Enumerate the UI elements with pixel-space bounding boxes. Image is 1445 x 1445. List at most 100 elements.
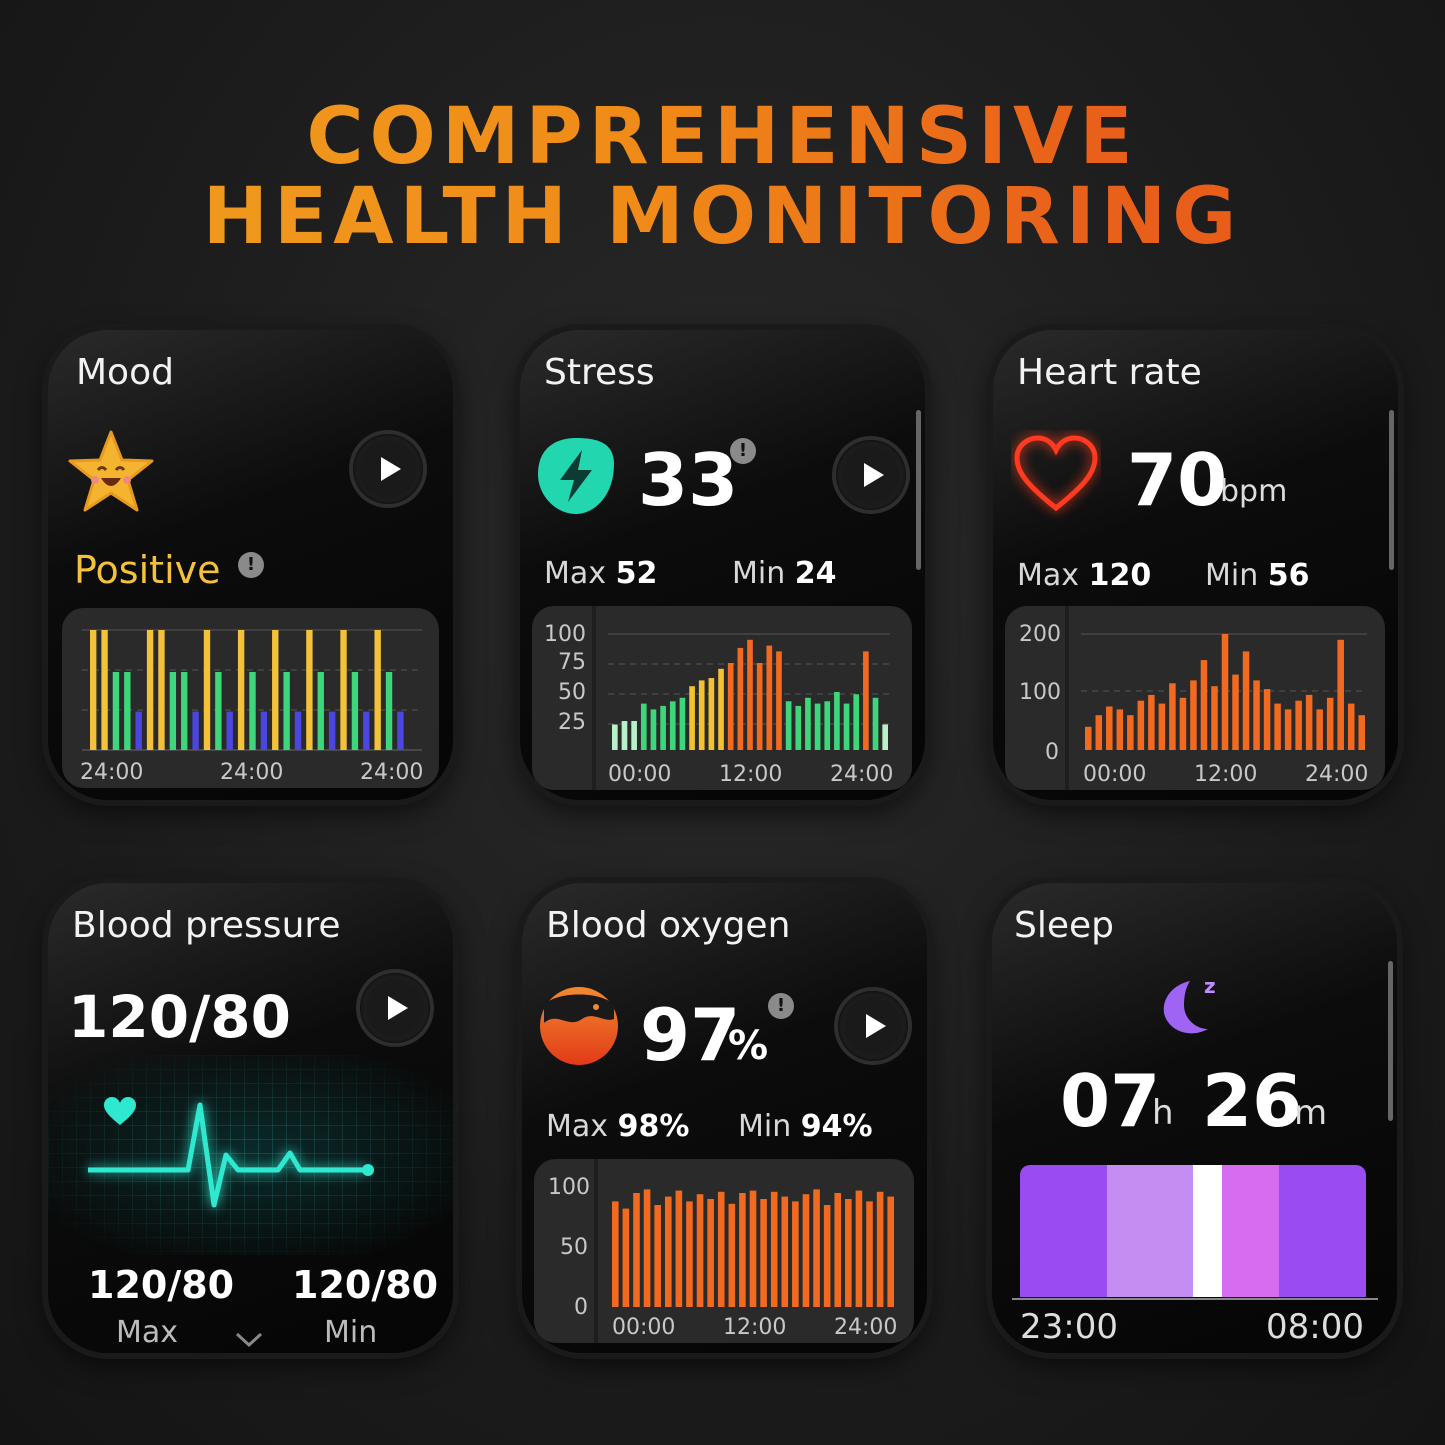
heart-rate-value: 70: [1127, 438, 1228, 522]
heart-bar: [1085, 726, 1092, 750]
stress-play-button[interactable]: [836, 440, 906, 510]
mood-bar: [351, 672, 359, 750]
blood-pressure-card[interactable]: Blood pressure 120/80 120/80 Max 120/80 …: [48, 883, 453, 1353]
mood-bar: [397, 711, 404, 750]
bp-play-button[interactable]: [360, 973, 430, 1043]
hero-title-line1: COMPREHENSIVE: [0, 92, 1445, 182]
sleep-segment-deep: [1020, 1165, 1107, 1297]
bp-min-value: 120/80: [292, 1263, 439, 1307]
oxygen-bar: [845, 1199, 852, 1307]
heart-bar: [1200, 660, 1208, 750]
moon-icon: z: [1163, 974, 1216, 1034]
oxygen-min: Min 94%: [738, 1109, 873, 1144]
bp-heart-icon: [104, 1097, 136, 1125]
stress-min: Min 24: [732, 556, 837, 591]
heart-x-tick-3: 24:00: [1305, 762, 1369, 787]
oxygen-play-button[interactable]: [838, 991, 908, 1061]
play-icon: [381, 457, 401, 481]
heart-bar: [1326, 697, 1334, 750]
heart-icon: [1014, 435, 1098, 512]
mood-x-tick-3: 24:00: [360, 760, 424, 785]
oxygen-bar: [643, 1189, 651, 1307]
heart-bar: [1211, 686, 1218, 750]
oxygen-bar: [612, 1201, 619, 1307]
mood-bar: [90, 630, 97, 750]
oxygen-bar: [792, 1201, 799, 1307]
oxygen-bar: [707, 1199, 714, 1307]
sleep-minutes-unit: m: [1294, 1093, 1328, 1133]
sleep-segment-rem: [1222, 1165, 1280, 1297]
oxygen-axis-divider: [594, 1159, 598, 1343]
stress-x-tick-3: 24:00: [830, 762, 894, 787]
stress-scrollbar[interactable]: [916, 410, 921, 570]
stress-min-label: Min: [732, 556, 786, 591]
oxygen-bar: [675, 1190, 683, 1307]
heart-axis-divider: [1065, 606, 1069, 790]
oxygen-unit: %: [728, 1023, 769, 1069]
heart-bar: [1295, 700, 1302, 750]
mood-card[interactable]: Mood Positive ! 24:00 24:00 24:00: [48, 330, 453, 800]
heart-bar: [1148, 694, 1155, 750]
mood-bar: [272, 630, 279, 750]
heart-bar: [1358, 715, 1365, 750]
blood-oxygen-card[interactable]: Blood oxygen 97 % ! Max 98% Min 94% 100 …: [522, 883, 927, 1353]
oxygen-bar: [728, 1203, 736, 1307]
stress-bar: [834, 692, 840, 750]
mood-bar: [317, 672, 324, 750]
svg-text:z: z: [1204, 974, 1216, 998]
oxygen-min-label: Min: [738, 1109, 792, 1144]
stress-bar: [698, 680, 705, 750]
sleep-card[interactable]: Sleep z 07 h 26 m 23:00 08:00: [992, 883, 1397, 1353]
oxygen-bar: [654, 1205, 661, 1307]
oxygen-max-value: 98%: [617, 1109, 690, 1144]
heart-rate-card[interactable]: Heart rate 70 bpm Max 120 Min 56 200 100…: [993, 330, 1398, 800]
oxygen-bar: [866, 1201, 873, 1307]
stress-bar: [805, 697, 811, 750]
mood-bar: [181, 672, 188, 750]
oxygen-info-icon[interactable]: !: [768, 993, 794, 1019]
heart-bar: [1106, 706, 1113, 750]
stress-bar: [640, 703, 647, 750]
mood-info-icon[interactable]: !: [238, 552, 264, 578]
stress-bar: [863, 651, 869, 750]
oxygen-bar: [813, 1189, 820, 1307]
heart-max: Max 120: [1017, 558, 1151, 593]
stress-bar: [766, 645, 773, 750]
oxygen-bar: [855, 1190, 863, 1307]
sleep-scrollbar[interactable]: [1388, 961, 1393, 1121]
mood-bar: [340, 630, 347, 750]
chevron-down-icon[interactable]: [234, 1331, 264, 1349]
stress-card[interactable]: Stress 33 ! Max 52 Min 24 100 75 50 25 0…: [520, 330, 925, 800]
stress-bar: [669, 701, 676, 750]
oxygen-bar: [749, 1190, 757, 1307]
stress-bar: [814, 703, 821, 750]
stress-bar: [612, 724, 618, 750]
stress-y-tick-50: 50: [558, 680, 586, 705]
heart-scrollbar[interactable]: [1389, 410, 1394, 570]
oxygen-bar: [739, 1193, 746, 1307]
stress-bar: [882, 724, 888, 750]
oxygen-bar: [770, 1191, 778, 1307]
bp-min-label: Min: [324, 1315, 378, 1350]
stress-y-tick-25: 25: [558, 710, 586, 735]
stress-bar: [718, 668, 724, 750]
oxygen-bar: [781, 1196, 789, 1307]
heart-bar: [1242, 651, 1250, 750]
heart-bar: [1274, 703, 1281, 750]
mood-bar: [124, 672, 131, 750]
sleep-end-time: 08:00: [1266, 1307, 1364, 1347]
oxygen-y-tick-0: 0: [574, 1295, 588, 1320]
stress-y-tick-75: 75: [558, 650, 586, 675]
stress-bolt-icon: [538, 438, 614, 514]
sleep-hours-unit: h: [1152, 1093, 1174, 1133]
bp-title: Blood pressure: [72, 905, 341, 946]
mood-x-tick-2: 24:00: [220, 760, 284, 785]
stress-info-icon[interactable]: !: [730, 438, 756, 464]
mood-play-button[interactable]: [353, 434, 423, 504]
stress-bar: [737, 647, 744, 750]
oxygen-bar: [887, 1196, 894, 1307]
stress-value: 33: [638, 438, 739, 522]
mood-bar: [385, 672, 393, 750]
stress-bar: [843, 703, 850, 750]
oxygen-max: Max 98%: [546, 1109, 689, 1144]
